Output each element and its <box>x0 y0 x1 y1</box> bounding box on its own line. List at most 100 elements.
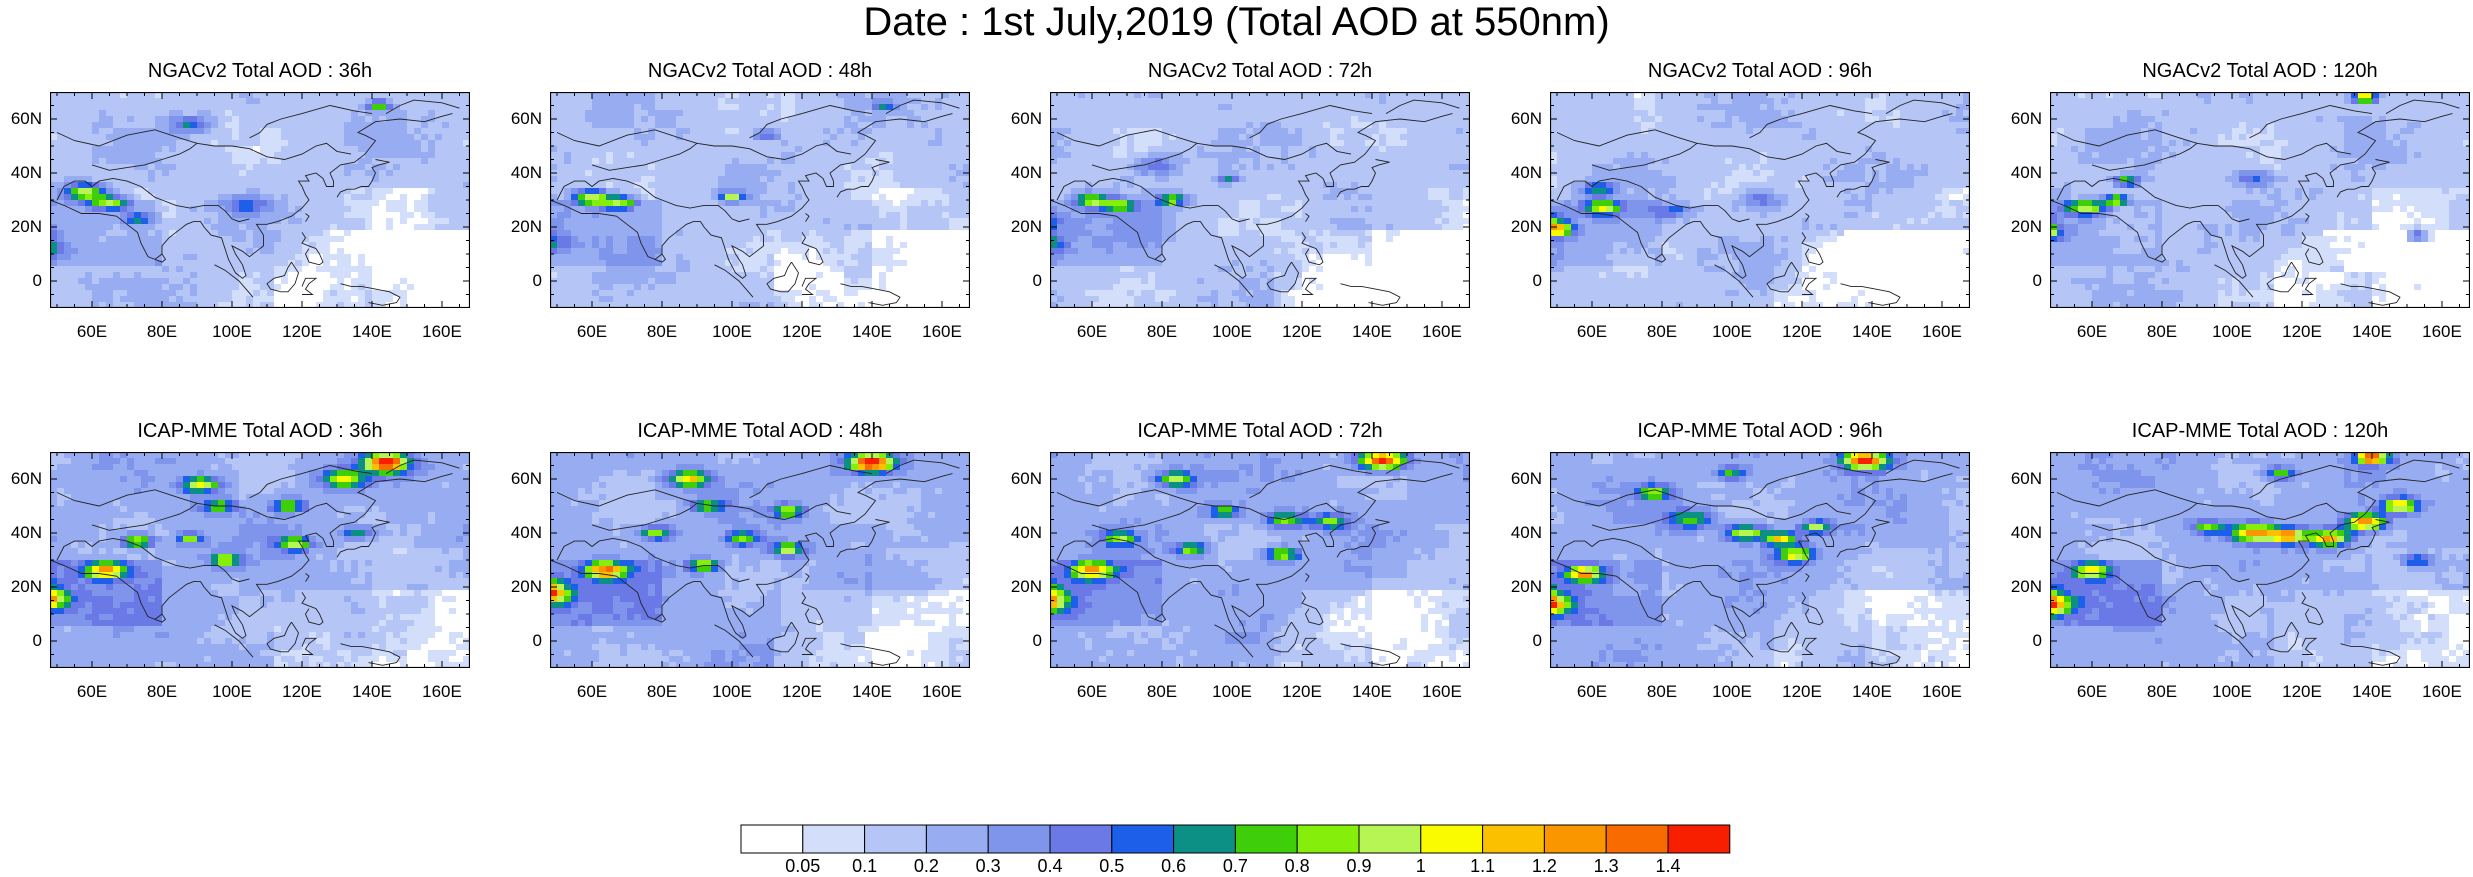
y-tick-label: 20N <box>494 577 542 597</box>
map-plot <box>50 452 470 668</box>
x-tick-label: 160E <box>414 682 470 702</box>
x-tick-label: 100E <box>1704 682 1760 702</box>
y-tick-label: 40N <box>1994 163 2042 183</box>
panel-title: NGACv2 Total AOD : 48h <box>550 60 970 82</box>
x-tick-label: 140E <box>2344 322 2400 342</box>
colorbar-box <box>1112 825 1174 853</box>
y-tick-label: 40N <box>494 163 542 183</box>
y-tick-label: 40N <box>0 163 42 183</box>
y-tick-label: 0 <box>0 271 42 291</box>
x-tick-label: 80E <box>634 322 690 342</box>
aod-field <box>550 452 970 668</box>
map-plot <box>1550 92 1970 308</box>
y-tick-label: 20N <box>0 217 42 237</box>
y-tick-label: 60N <box>994 109 1042 129</box>
y-tick-label: 20N <box>1494 217 1542 237</box>
colorbar-box <box>988 825 1050 853</box>
y-tick-label: 0 <box>1494 631 1542 651</box>
x-tick-label: 120E <box>1274 682 1330 702</box>
x-tick-label: 120E <box>774 682 830 702</box>
aod-field <box>50 92 470 308</box>
y-tick-label: 20N <box>494 217 542 237</box>
y-tick-label: 60N <box>494 469 542 489</box>
x-tick-label: 160E <box>914 322 970 342</box>
y-tick-label: 40N <box>0 523 42 543</box>
y-tick-label: 20N <box>1994 577 2042 597</box>
colorbar-box <box>1235 825 1297 853</box>
x-tick-label: 120E <box>1774 322 1830 342</box>
colorbar-box <box>803 825 865 853</box>
x-tick-label: 120E <box>274 682 330 702</box>
colorbar-box <box>1174 825 1236 853</box>
x-tick-label: 60E <box>64 322 120 342</box>
aod-field <box>2050 452 2470 668</box>
colorbar-box <box>1483 825 1545 853</box>
colorbar-box <box>1668 825 1730 853</box>
aod-field <box>550 92 970 308</box>
figure-title: Date : 1st July,2019 (Total AOD at 550nm… <box>0 0 2473 44</box>
y-tick-label: 60N <box>1494 109 1542 129</box>
x-tick-label: 60E <box>64 682 120 702</box>
x-tick-label: 140E <box>1344 682 1400 702</box>
panel-title: ICAP-MME Total AOD : 72h <box>1050 420 1470 442</box>
y-tick-label: 0 <box>994 271 1042 291</box>
x-tick-label: 80E <box>1134 322 1190 342</box>
y-tick-label: 0 <box>1494 271 1542 291</box>
y-tick-label: 0 <box>994 631 1042 651</box>
x-tick-label: 140E <box>844 322 900 342</box>
y-tick-label: 0 <box>1994 631 2042 651</box>
map-plot <box>2050 452 2470 668</box>
y-tick-label: 60N <box>1994 469 2042 489</box>
panel-title: ICAP-MME Total AOD : 96h <box>1550 420 1970 442</box>
panel-title: ICAP-MME Total AOD : 36h <box>50 420 470 442</box>
colorbar-box <box>865 825 927 853</box>
x-tick-label: 140E <box>344 682 400 702</box>
y-tick-label: 20N <box>994 217 1042 237</box>
colorbar-box <box>926 825 988 853</box>
colorbar-box <box>1421 825 1483 853</box>
x-tick-label: 60E <box>1564 322 1620 342</box>
x-tick-label: 60E <box>564 682 620 702</box>
aod-field <box>1550 92 1970 308</box>
panel-title: NGACv2 Total AOD : 72h <box>1050 60 1470 82</box>
x-tick-label: 160E <box>414 322 470 342</box>
x-tick-label: 80E <box>2134 682 2190 702</box>
y-tick-label: 40N <box>1494 163 1542 183</box>
x-tick-label: 140E <box>1844 322 1900 342</box>
x-tick-label: 120E <box>774 322 830 342</box>
x-tick-label: 80E <box>2134 322 2190 342</box>
x-tick-label: 100E <box>1204 682 1260 702</box>
x-tick-label: 80E <box>1634 322 1690 342</box>
x-tick-label: 60E <box>2064 682 2120 702</box>
x-tick-label: 140E <box>1344 322 1400 342</box>
x-tick-label: 120E <box>1774 682 1830 702</box>
map-plot <box>550 92 970 308</box>
y-tick-label: 20N <box>994 577 1042 597</box>
colorbar-box <box>1544 825 1606 853</box>
x-tick-label: 120E <box>274 322 330 342</box>
aod-field <box>50 452 470 668</box>
colorbar <box>740 824 1740 856</box>
aod-field <box>2050 92 2470 308</box>
y-tick-label: 40N <box>1494 523 1542 543</box>
x-tick-label: 160E <box>1414 322 1470 342</box>
map-plot <box>2050 92 2470 308</box>
panel-title: NGACv2 Total AOD : 36h <box>50 60 470 82</box>
x-tick-label: 120E <box>2274 682 2330 702</box>
aod-field <box>1550 452 1970 668</box>
x-tick-label: 100E <box>204 322 260 342</box>
colorbar-box <box>1606 825 1668 853</box>
x-tick-label: 100E <box>1704 322 1760 342</box>
x-tick-label: 60E <box>1064 682 1120 702</box>
x-tick-label: 80E <box>634 682 690 702</box>
aod-field <box>1050 452 1470 668</box>
x-tick-label: 80E <box>1634 682 1690 702</box>
y-tick-label: 60N <box>1994 109 2042 129</box>
y-tick-label: 60N <box>494 109 542 129</box>
y-tick-label: 40N <box>994 523 1042 543</box>
